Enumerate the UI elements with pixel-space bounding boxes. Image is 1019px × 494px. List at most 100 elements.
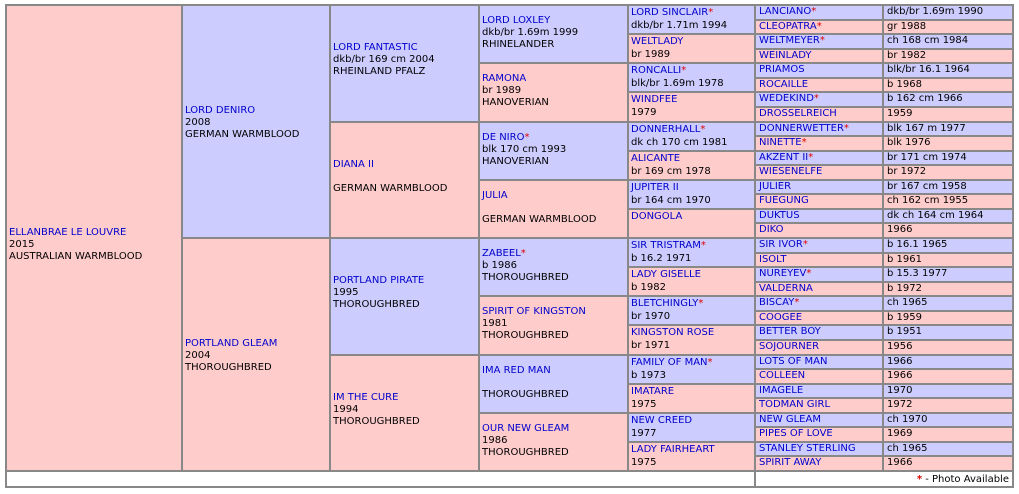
cell-content: IM THE CURE 1994 THOROUGHBRED [331, 356, 478, 428]
horse-name-cell: WELTMEYER* [755, 34, 883, 49]
horse-name-link[interactable]: NEW CREED [631, 414, 693, 426]
pedigree-cell-gen6: WELTMEYER* ch 168 cm 1984 [755, 34, 1013, 49]
horse-name-link[interactable]: DROSSELREICH [759, 107, 837, 119]
horse-name-link[interactable]: DONGOLA [631, 210, 683, 222]
horse-name-link[interactable]: IMA RED MAN [482, 364, 551, 376]
pedigree-cell-gen2: PORTLAND GLEAM 2004 THOROUGHBRED [182, 238, 330, 471]
horse-name-link[interactable]: LORD SINCLAIR* [631, 7, 714, 18]
horse-name-cell: DIKO [755, 223, 883, 238]
horse-name-cell: DROSSELREICH [755, 106, 883, 122]
cell-content: ZABEEL* b 1986 THOROUGHBRED [480, 239, 627, 284]
horse-name-link[interactable]: PRIAMOS [759, 64, 805, 76]
horse-breed: THOROUGHBRED [185, 361, 272, 373]
pedigree-cell-gen6: WEINLADY br 1982 [755, 48, 1013, 64]
horse-details: ch 1965 [883, 296, 1013, 311]
horse-name-link[interactable]: BETTER BOY [759, 326, 821, 338]
horse-details: b 1951 [883, 325, 1013, 340]
horse-name-link[interactable]: BISCAY* [759, 297, 800, 309]
horse-name-link[interactable]: FAMILY OF MAN* [631, 356, 713, 368]
pedigree-cell-gen5: LADY FAIRHEART 1975 [628, 441, 755, 471]
photo-available-mark: * [708, 7, 714, 18]
horse-details: b 1973 [631, 369, 666, 381]
horse-name-link[interactable]: ELLANBRAE LE LOUVRE [9, 227, 127, 238]
horse-breed: GERMAN WARMBLOOD [185, 128, 300, 140]
pedigree-cell-gen6: COLLEEN 1966 [755, 369, 1013, 384]
horse-name-link[interactable]: IMAGELE [759, 384, 804, 396]
horse-name-link[interactable]: LOTS OF MAN [759, 355, 828, 367]
horse-name-cell: BISCAY* [755, 296, 883, 311]
horse-name-link[interactable]: OUR NEW GLEAM [482, 422, 570, 434]
horse-name-link[interactable]: NINETTE* [759, 137, 807, 149]
horse-name-link[interactable]: LORD LOXLEY [482, 15, 551, 26]
footer-text: - Photo Available [925, 474, 1009, 485]
horse-name-link[interactable]: DONNERHALL* [631, 123, 706, 135]
horse-name-link[interactable]: LORD FANTASTIC [333, 42, 418, 54]
horse-name-link[interactable]: DE NIRO* [482, 131, 530, 143]
horse-name-link[interactable]: SIR IVOR* [759, 239, 808, 250]
pedigree-cell-gen6: SIR IVOR* b 16.1 1965 [755, 238, 1013, 253]
horse-breed: AUSTRALIAN WARMBLOOD [9, 251, 143, 262]
horse-name-link[interactable]: LORD DENIRO [185, 104, 256, 116]
cell-content: PORTLAND PIRATE 1995 THOROUGHBRED [331, 239, 478, 311]
horse-details: gr 1988 [883, 19, 1013, 35]
horse-name-link[interactable]: IM THE CURE [333, 391, 399, 403]
horse-name-link[interactable]: VALDERNA [759, 282, 813, 294]
horse-name-link[interactable]: DIANA II [333, 158, 374, 170]
horse-name-link[interactable]: AKZENT II* [759, 151, 814, 163]
horse-name-link[interactable]: RAMONA [482, 73, 527, 85]
horse-name-link[interactable]: WEDEKIND* [759, 93, 819, 105]
horse-name-link[interactable]: FUEGUNG [759, 195, 809, 207]
horse-name-link[interactable]: WIESENELFE [759, 166, 823, 178]
horse-name-cell: COOGEE [755, 310, 883, 326]
horse-name-link[interactable]: SOJOURNER [759, 340, 820, 352]
horse-name-link[interactable]: WELTMEYER* [759, 35, 825, 47]
pedigree-cell-gen5: IMATARE 1975 [628, 383, 755, 413]
horse-details: 2015 [9, 239, 35, 250]
horse-name-link[interactable]: WINDFEE [631, 94, 678, 106]
horse-name-link[interactable]: COOGEE [759, 311, 803, 323]
horse-name-link[interactable]: JUPITER II [631, 181, 679, 193]
pedigree-cell-gen6: DUKTUS dk ch 164 cm 1964 [755, 208, 1013, 224]
horse-name-link[interactable]: SIR TRISTRAM* [631, 240, 706, 251]
horse-name-link[interactable]: NEW GLEAM [759, 413, 821, 425]
pedigree-cell-gen4: LORD LOXLEY dkb/br 1.69m 1999 RHINELANDER [479, 5, 628, 64]
horse-name-link[interactable]: CLEOPATRA* [759, 20, 822, 32]
horse-name-link[interactable]: PORTLAND PIRATE [333, 275, 425, 287]
horse-name-cell: SOJOURNER [755, 339, 883, 355]
horse-name-link[interactable]: JULIER [759, 180, 792, 192]
horse-name-link[interactable]: STANLEY STERLING [759, 442, 856, 454]
horse-name-link[interactable]: PIPES OF LOVE [759, 428, 833, 440]
pedigree-cell-gen5: KINGSTON ROSE br 1971 [628, 325, 755, 355]
pedigree-cell-gen3: LORD FANTASTIC dkb/br 169 cm 2004 RHEINLAN… [330, 5, 479, 122]
horse-name-link[interactable]: DUKTUS [759, 209, 800, 221]
horse-name-link[interactable]: NUREYEV* [759, 268, 812, 280]
horse-name-link[interactable]: SPIRIT OF KINGSTON [482, 306, 586, 318]
pedigree-cell-gen5: SIR TRISTRAM* b 16.2 1971 [628, 238, 755, 268]
horse-name-link[interactable]: LADY FAIRHEART [631, 443, 715, 455]
horse-name-link[interactable]: PORTLAND GLEAM [185, 337, 278, 349]
horse-name-link[interactable]: DIKO [759, 224, 784, 236]
horse-name-cell: ISOLT [755, 252, 883, 268]
pedigree-cell-gen6: BETTER BOY b 1951 [755, 325, 1013, 340]
horse-details: b 16.1 1965 [883, 238, 1013, 253]
horse-name-link[interactable]: COLLEEN [759, 370, 806, 382]
horse-name-link[interactable]: SPIRIT AWAY [759, 457, 822, 469]
horse-name-link[interactable]: ZABEEL* [482, 248, 526, 259]
horse-name-link[interactable]: JULIA [482, 189, 508, 201]
horse-name-cell: LOTS OF MAN [755, 354, 883, 370]
horse-name-link[interactable]: ROCAILLE [759, 78, 809, 90]
horse-name-link[interactable]: ISOLT [759, 253, 787, 265]
horse-name-link[interactable]: ALICANTE [631, 152, 681, 164]
horse-name-link[interactable]: KINGSTON ROSE [631, 327, 715, 339]
horse-name-link[interactable]: WEINLADY [759, 49, 812, 61]
horse-name-cell: DUKTUS [755, 208, 883, 224]
horse-name-link[interactable]: LANCIANO* [759, 6, 817, 17]
horse-name-link[interactable]: TODMAN GIRL [759, 399, 831, 411]
horse-name-link[interactable]: DONNERWETTER* [759, 122, 849, 134]
horse-name-link[interactable]: RONCALLI* [631, 65, 687, 77]
horse-name-link[interactable]: BLETCHINGLY* [631, 298, 704, 310]
horse-details: dkb/br 169 cm 2004 [333, 54, 435, 66]
horse-name-link[interactable]: LADY GISELLE [631, 269, 701, 281]
horse-name-link[interactable]: IMATARE [631, 385, 675, 397]
horse-name-link[interactable]: WELTLADY [631, 36, 684, 48]
